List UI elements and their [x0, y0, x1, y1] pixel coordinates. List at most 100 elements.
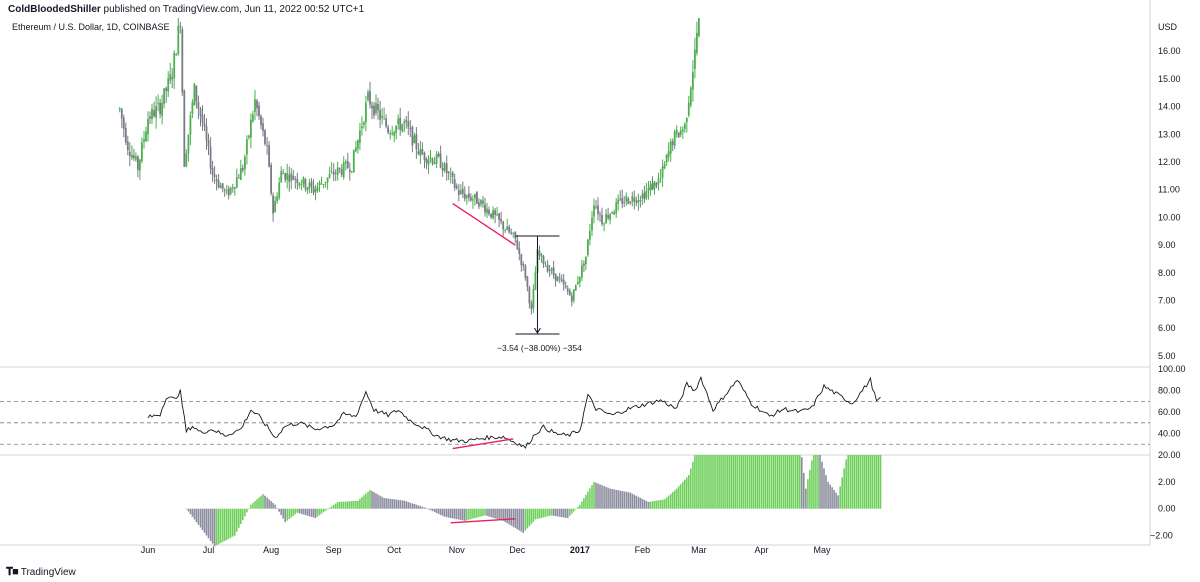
- histogram-bar: [633, 494, 636, 509]
- candle-body: [395, 125, 398, 133]
- candle-body: [334, 172, 337, 174]
- candle-body: [591, 217, 593, 231]
- candle-body: [332, 171, 335, 175]
- histogram-bar: [851, 455, 854, 509]
- candle-body: [615, 202, 618, 214]
- candle-body: [476, 192, 478, 204]
- histogram-bar: [294, 508, 297, 515]
- histogram-bar: [342, 501, 345, 509]
- histogram-bar: [607, 487, 609, 509]
- histogram-bar: [393, 499, 395, 509]
- histogram-bar: [556, 508, 559, 517]
- histogram-bar: [566, 508, 569, 519]
- candle-body: [457, 189, 460, 195]
- histogram-bar: [437, 508, 440, 514]
- histogram-bar: [667, 495, 670, 509]
- candle-body: [187, 134, 190, 154]
- histogram-bar: [242, 508, 244, 521]
- candle-body: [326, 177, 329, 183]
- candle-body: [165, 87, 168, 91]
- candle-body: [367, 92, 369, 100]
- histogram-bar: [484, 508, 486, 516]
- histogram-bar: [544, 508, 547, 517]
- histogram-bar: [365, 493, 367, 509]
- candle-body: [619, 198, 622, 200]
- candle-body: [459, 190, 462, 194]
- histogram-bar: [443, 508, 446, 517]
- candle-body: [126, 141, 129, 151]
- histogram-bar: [869, 455, 872, 509]
- candle-body: [526, 276, 529, 287]
- histogram-bar: [577, 506, 579, 509]
- tradingview-logo-icon[interactable]: 𝐓■: [6, 566, 19, 578]
- histogram-bar: [554, 508, 557, 517]
- candle-body: [681, 129, 684, 132]
- histogram-bar: [669, 494, 672, 509]
- histogram-bar: [240, 508, 242, 524]
- histogram-bar: [569, 508, 571, 516]
- histogram-bar: [355, 500, 357, 509]
- histogram-bar: [453, 508, 456, 519]
- histogram-bar: [655, 500, 658, 509]
- histogram-bar: [292, 508, 295, 516]
- candle-body: [453, 179, 456, 188]
- candle-body: [439, 153, 442, 168]
- histogram-bar: [726, 455, 728, 509]
- histogram-bar: [262, 494, 264, 509]
- candle-body: [306, 187, 309, 191]
- candle-body: [128, 151, 131, 157]
- candle-body: [512, 232, 515, 234]
- candle-body: [698, 18, 700, 36]
- histogram-bar: [847, 455, 849, 509]
- rsi-pane[interactable]: [0, 375, 1150, 450]
- histogram-bar: [236, 508, 238, 532]
- histogram-bar: [738, 455, 741, 509]
- histogram-bar: [841, 477, 843, 509]
- histogram-bar: [712, 455, 714, 509]
- histogram-bar: [516, 508, 519, 530]
- rsi-tick-label: 60.00: [1158, 407, 1181, 417]
- histogram-bar: [227, 508, 230, 539]
- histogram-bar: [659, 500, 662, 509]
- histogram-bar: [417, 505, 420, 509]
- histogram-bar: [536, 508, 539, 519]
- histogram-bar: [639, 497, 642, 509]
- histogram-bar: [538, 508, 541, 519]
- candle-body: [344, 161, 347, 164]
- candle-body: [643, 192, 646, 200]
- footer-brand[interactable]: TradingView: [20, 567, 76, 578]
- histogram-bar: [427, 508, 430, 510]
- histogram-bar: [613, 489, 615, 509]
- rsi-tick-label: 100.00: [1158, 364, 1186, 374]
- candle-body: [433, 162, 436, 165]
- candle-body: [562, 279, 565, 285]
- histogram-bar: [564, 508, 567, 518]
- histogram-pane[interactable]: [185, 455, 882, 547]
- candle-body: [556, 276, 559, 282]
- histogram-bar: [799, 455, 801, 509]
- histogram-bar: [732, 455, 734, 509]
- candle-body: [677, 132, 680, 138]
- histogram-bar: [431, 508, 434, 512]
- histogram-bar: [421, 506, 424, 509]
- histogram-bar: [215, 508, 218, 546]
- histogram-bar: [403, 500, 406, 509]
- candle-body: [637, 200, 640, 203]
- candle-body: [355, 147, 357, 152]
- candle-body: [568, 290, 571, 296]
- candle-body: [375, 103, 377, 114]
- candle-body: [161, 102, 163, 116]
- histogram-bar: [219, 508, 222, 544]
- candles[interactable]: [118, 18, 700, 315]
- publisher-name[interactable]: ColdBloodedShiller: [8, 4, 101, 15]
- candle-body: [683, 123, 686, 129]
- annotations[interactable]: −3.54 (−38.00%) −354: [450, 202, 582, 524]
- histogram-bar: [371, 491, 373, 509]
- candle-body: [352, 149, 355, 173]
- histogram-bar: [797, 455, 799, 509]
- time-tick-label: Feb: [635, 545, 651, 555]
- histogram-bar: [548, 508, 551, 516]
- candle-body: [472, 199, 474, 201]
- candle-body: [413, 135, 416, 143]
